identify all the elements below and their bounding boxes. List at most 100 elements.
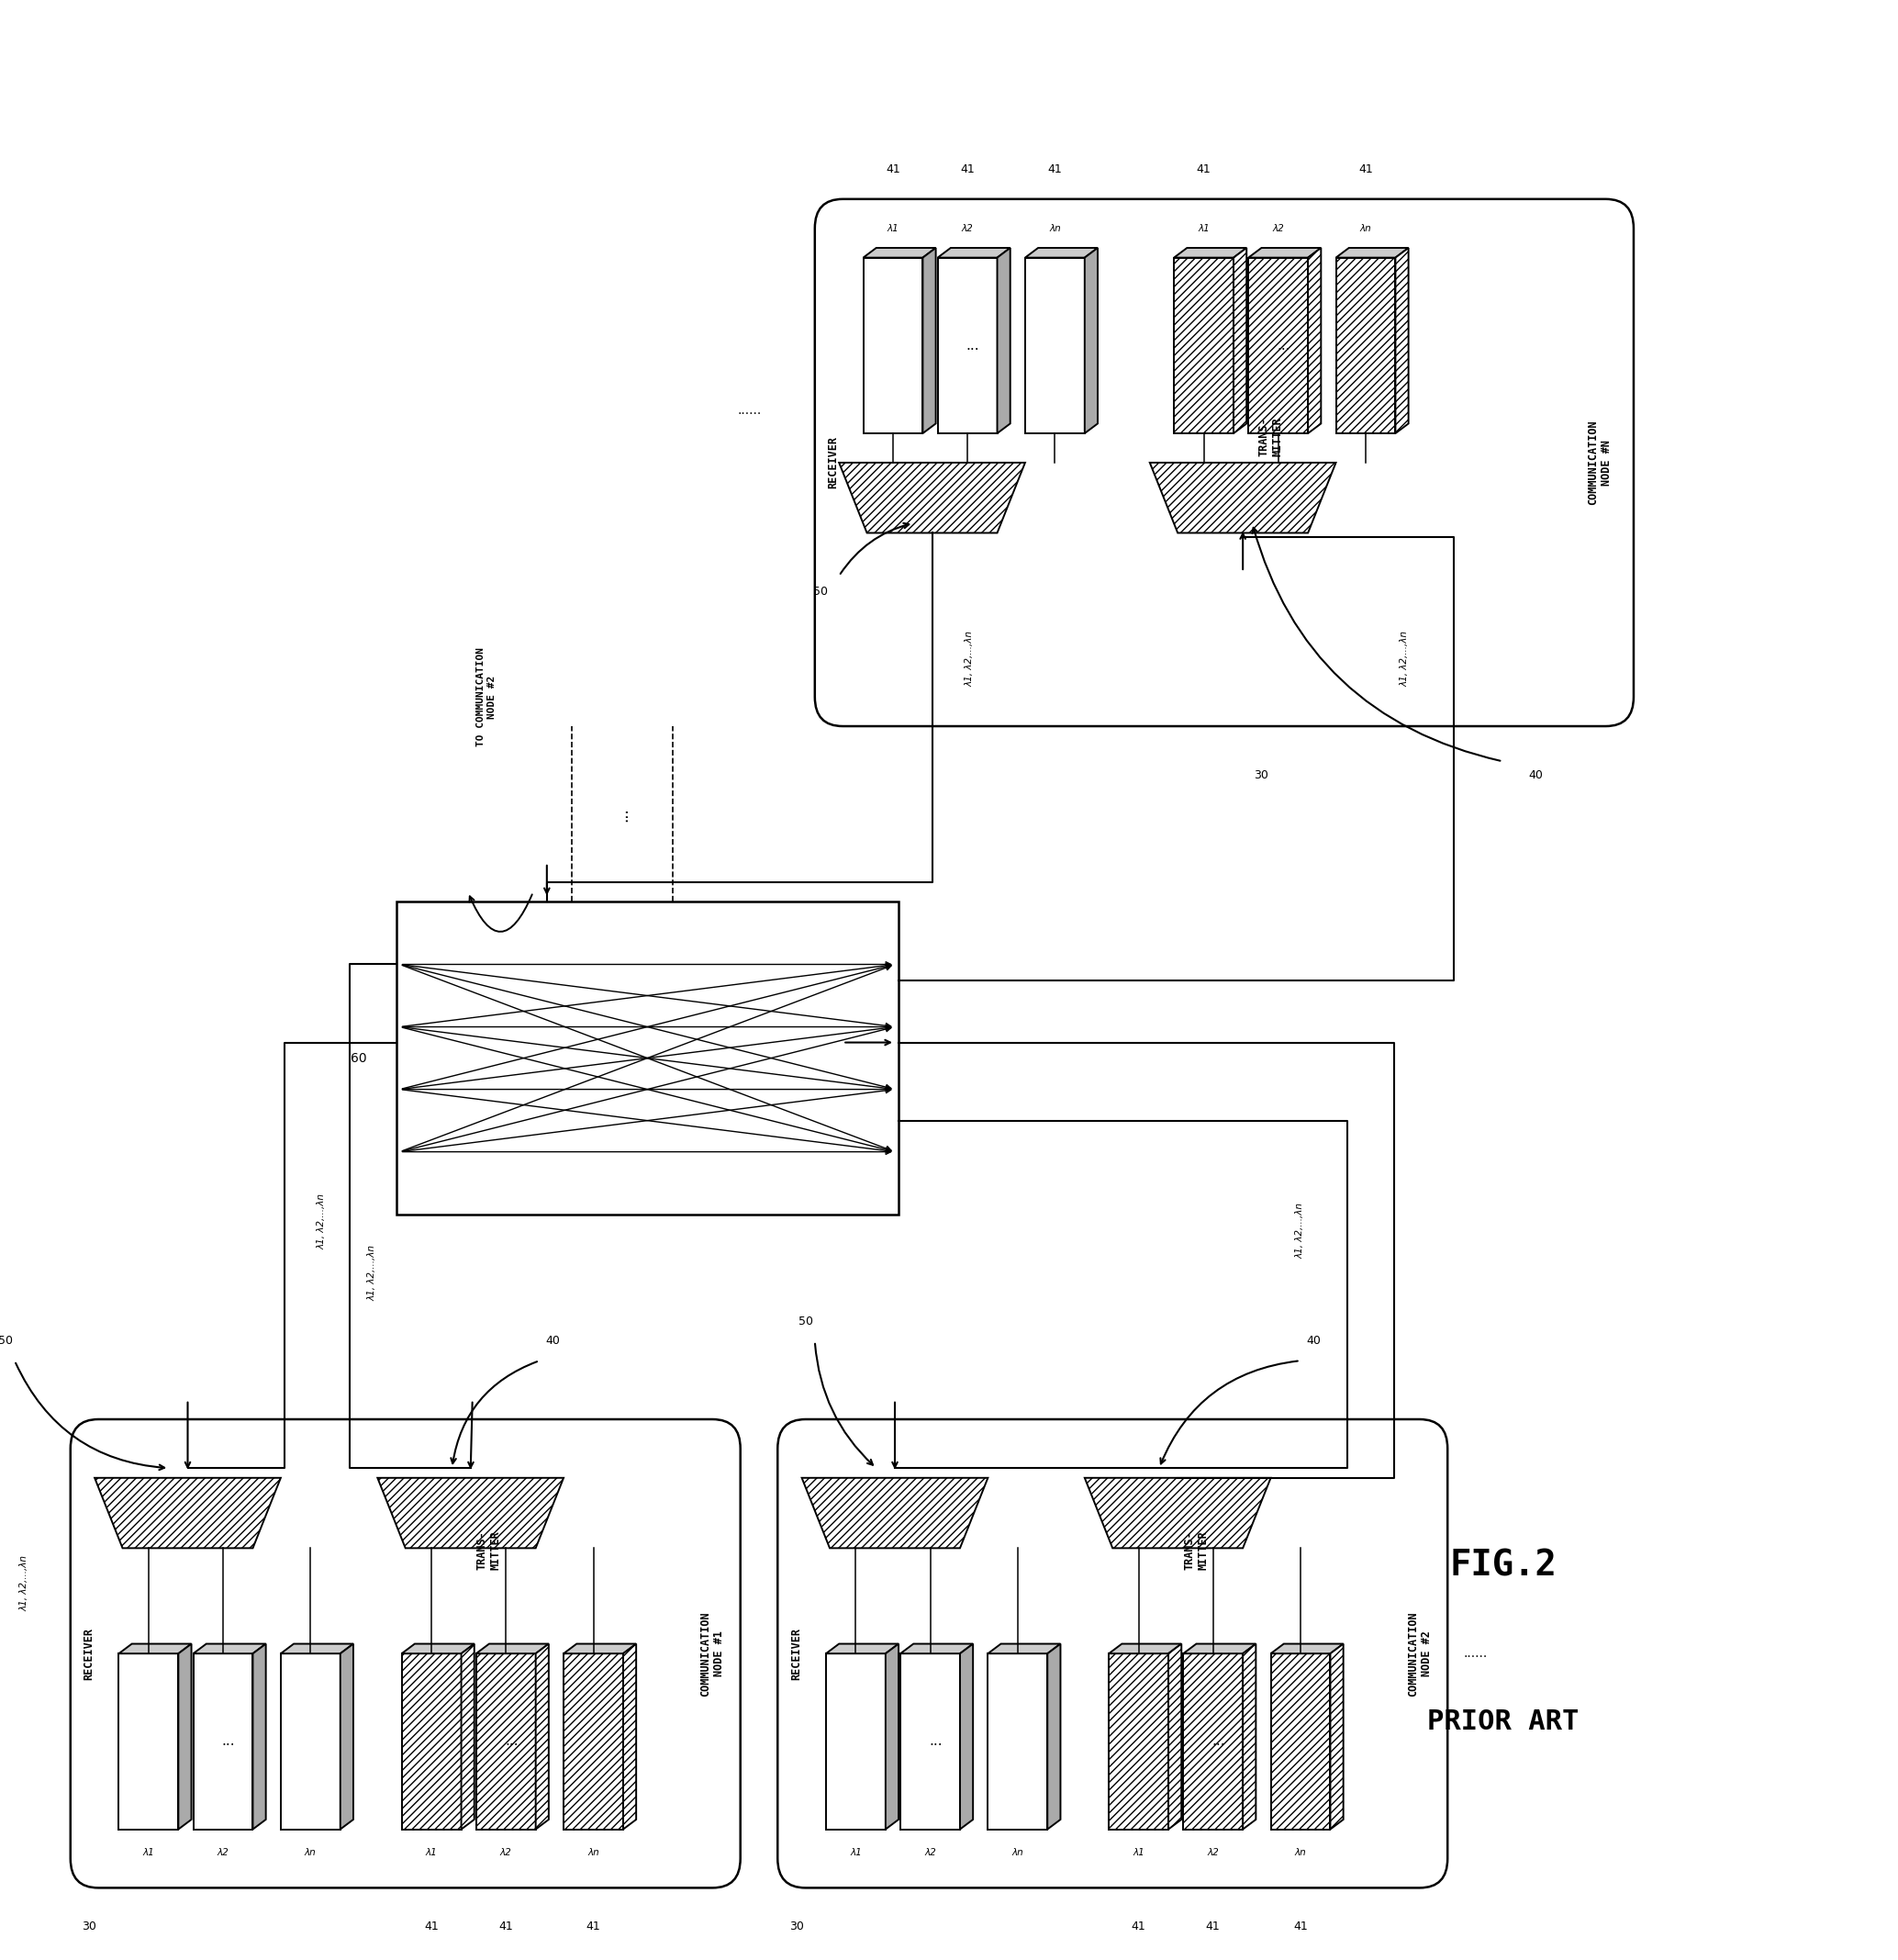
Text: λ2: λ2 bbox=[499, 1848, 512, 1858]
Text: 30: 30 bbox=[82, 1921, 97, 1933]
Text: COMMUNICATION
NODE #N: COMMUNICATION NODE #N bbox=[1587, 419, 1613, 506]
Text: ......: ...... bbox=[1463, 1646, 1488, 1660]
Polygon shape bbox=[1108, 1654, 1169, 1829]
Polygon shape bbox=[1249, 247, 1321, 257]
Polygon shape bbox=[461, 1644, 474, 1829]
Polygon shape bbox=[1395, 247, 1408, 433]
Text: COMMUNICATION
NODE #2: COMMUNICATION NODE #2 bbox=[1406, 1611, 1433, 1695]
Text: TRANS-
MITTER: TRANS- MITTER bbox=[476, 1531, 501, 1570]
Text: ...: ... bbox=[930, 1735, 943, 1748]
Polygon shape bbox=[194, 1644, 266, 1654]
Polygon shape bbox=[120, 1644, 192, 1654]
Polygon shape bbox=[1048, 1644, 1061, 1829]
Polygon shape bbox=[1084, 247, 1097, 433]
Polygon shape bbox=[1108, 1644, 1181, 1654]
Text: 41: 41 bbox=[1205, 1921, 1220, 1933]
Text: ...: ... bbox=[505, 1735, 518, 1748]
Text: λ1, λ2,...,λn: λ1, λ2,...,λn bbox=[19, 1556, 28, 1611]
Polygon shape bbox=[987, 1654, 1048, 1829]
FancyBboxPatch shape bbox=[814, 200, 1634, 727]
Text: λ1: λ1 bbox=[850, 1848, 862, 1858]
Polygon shape bbox=[340, 1644, 353, 1829]
Polygon shape bbox=[378, 1478, 564, 1548]
Polygon shape bbox=[1175, 247, 1247, 257]
Text: ...: ... bbox=[222, 1735, 235, 1748]
Polygon shape bbox=[1175, 257, 1234, 433]
Polygon shape bbox=[1243, 1644, 1256, 1829]
Bar bbox=[397, 902, 898, 1215]
Text: λ1, λ2,...,λn: λ1, λ2,...,λn bbox=[317, 1194, 326, 1249]
Text: ...: ... bbox=[613, 808, 630, 821]
Polygon shape bbox=[960, 1644, 974, 1829]
Text: λ1, λ2,...,λn: λ1, λ2,...,λn bbox=[368, 1245, 376, 1301]
Text: λ2: λ2 bbox=[216, 1848, 230, 1858]
Text: λn: λn bbox=[306, 1848, 317, 1858]
Text: λn: λn bbox=[1050, 223, 1061, 233]
Text: 41: 41 bbox=[960, 165, 976, 176]
Polygon shape bbox=[1249, 257, 1308, 433]
Text: RECEIVER: RECEIVER bbox=[828, 437, 839, 488]
Text: 40: 40 bbox=[1528, 768, 1543, 780]
Polygon shape bbox=[864, 257, 922, 433]
Polygon shape bbox=[476, 1644, 549, 1654]
Polygon shape bbox=[1025, 257, 1084, 433]
Polygon shape bbox=[1272, 1654, 1330, 1829]
Text: 41: 41 bbox=[1293, 1921, 1308, 1933]
Polygon shape bbox=[1150, 463, 1336, 533]
Text: 50: 50 bbox=[799, 1315, 812, 1327]
Polygon shape bbox=[1336, 257, 1395, 433]
Text: COMMUNICATION
NODE #1: COMMUNICATION NODE #1 bbox=[700, 1611, 725, 1695]
Text: λ2: λ2 bbox=[1207, 1848, 1219, 1858]
Text: λ2: λ2 bbox=[962, 223, 974, 233]
Text: ...: ... bbox=[966, 339, 979, 353]
Polygon shape bbox=[996, 247, 1010, 433]
Polygon shape bbox=[402, 1644, 474, 1654]
Polygon shape bbox=[402, 1654, 461, 1829]
Text: RECEIVER: RECEIVER bbox=[84, 1627, 95, 1680]
Polygon shape bbox=[95, 1478, 281, 1548]
Polygon shape bbox=[1169, 1644, 1181, 1829]
Polygon shape bbox=[1182, 1654, 1243, 1829]
Text: λ1: λ1 bbox=[1133, 1848, 1144, 1858]
Polygon shape bbox=[1234, 247, 1247, 433]
Polygon shape bbox=[623, 1644, 636, 1829]
Text: 60: 60 bbox=[351, 1053, 366, 1064]
Text: λ1, λ2,...,λn: λ1, λ2,...,λn bbox=[1296, 1203, 1304, 1258]
Text: RECEIVER: RECEIVER bbox=[790, 1627, 803, 1680]
Polygon shape bbox=[839, 463, 1025, 533]
Text: 40: 40 bbox=[545, 1335, 560, 1347]
Polygon shape bbox=[938, 257, 996, 433]
Polygon shape bbox=[864, 247, 936, 257]
Polygon shape bbox=[1330, 1644, 1344, 1829]
Text: 50: 50 bbox=[0, 1335, 13, 1347]
Polygon shape bbox=[826, 1654, 886, 1829]
Text: λn: λn bbox=[1012, 1848, 1023, 1858]
Polygon shape bbox=[1272, 1644, 1344, 1654]
Text: TRANS-
MITTER: TRANS- MITTER bbox=[1184, 1531, 1209, 1570]
Text: ...: ... bbox=[1213, 1735, 1226, 1748]
Text: 40: 40 bbox=[1306, 1335, 1321, 1347]
Text: 41: 41 bbox=[1359, 165, 1372, 176]
Polygon shape bbox=[900, 1654, 960, 1829]
Text: 41: 41 bbox=[1131, 1921, 1146, 1933]
Text: 41: 41 bbox=[1048, 165, 1063, 176]
Text: ...: ... bbox=[1277, 339, 1291, 353]
Polygon shape bbox=[476, 1654, 535, 1829]
Polygon shape bbox=[564, 1644, 636, 1654]
Polygon shape bbox=[252, 1644, 266, 1829]
Polygon shape bbox=[535, 1644, 549, 1829]
Text: TO COMMUNICATION
NODE #2: TO COMMUNICATION NODE #2 bbox=[476, 647, 497, 747]
Polygon shape bbox=[938, 247, 1010, 257]
FancyBboxPatch shape bbox=[70, 1419, 740, 1887]
Text: 50: 50 bbox=[812, 586, 828, 598]
Text: λn: λn bbox=[1359, 223, 1372, 233]
Text: 41: 41 bbox=[886, 165, 900, 176]
Text: 41: 41 bbox=[1196, 165, 1211, 176]
Text: λn: λn bbox=[1294, 1848, 1306, 1858]
Text: λ1, λ2,...,λn: λ1, λ2,...,λn bbox=[964, 631, 974, 686]
Text: λn: λn bbox=[588, 1848, 600, 1858]
Text: TRANS-
MITTER: TRANS- MITTER bbox=[1258, 417, 1283, 457]
Polygon shape bbox=[922, 247, 936, 433]
Text: 30: 30 bbox=[1255, 768, 1268, 780]
Polygon shape bbox=[987, 1644, 1061, 1654]
